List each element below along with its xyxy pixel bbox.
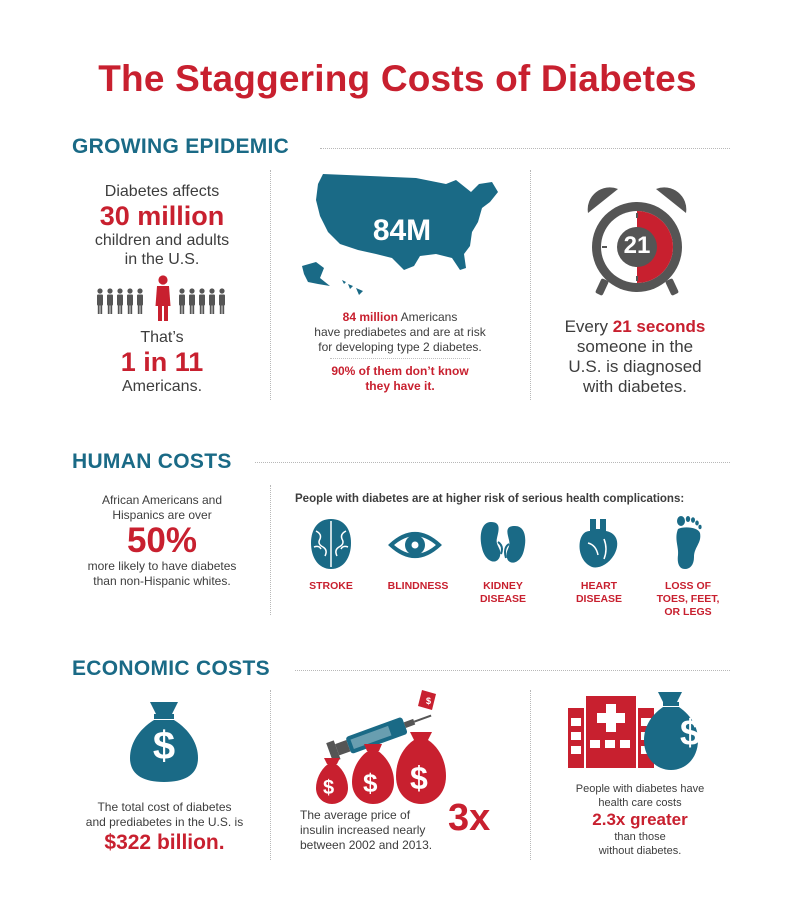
- every-text: Every: [564, 317, 613, 336]
- complication-label: KIDNEY: [483, 580, 523, 592]
- americans-text: Americans.: [121, 378, 203, 395]
- map-number: 84M: [372, 214, 432, 247]
- insulin-text: between 2002 and 2013.: [300, 838, 433, 852]
- eye-icon: [388, 532, 442, 558]
- complication-label: STROKE: [309, 580, 353, 592]
- column-divider: [530, 690, 531, 860]
- care-big: 2.3x greater: [592, 810, 688, 829]
- insulin-big: 3x: [448, 797, 491, 839]
- complication-item: HEART DISEASE: [554, 580, 644, 606]
- clock-number: 21: [623, 232, 651, 259]
- ratio-block: That’s 1 in 11 Americans.: [62, 328, 262, 396]
- care-text: People with diabetes have: [575, 783, 705, 795]
- section-heading-human: HUMAN COSTS: [72, 450, 232, 473]
- svg-text:$: $: [363, 768, 378, 798]
- foot-icon: [676, 516, 702, 569]
- total-text: and prediabetes in the U.S. is: [85, 815, 244, 829]
- african-text: than non-Hispanic whites.: [93, 574, 231, 588]
- complication-label: OR LEGS: [664, 606, 712, 618]
- african-text: African Americans and: [101, 493, 223, 507]
- prediabetes-text: Americans: [398, 310, 458, 324]
- complication-label: HEART: [580, 580, 618, 592]
- insulin-text: The average price of: [300, 808, 411, 822]
- kidney-icon: [480, 522, 526, 563]
- complication-label: LOSS OF: [664, 580, 712, 592]
- column-divider: [270, 690, 271, 860]
- complication-item: KIDNEY DISEASE: [458, 580, 548, 606]
- prediabetes-bold: 84 million: [342, 310, 398, 324]
- african-text: more likely to have diabetes: [87, 559, 237, 573]
- column-divider: [530, 170, 531, 400]
- insulin-block: The average price of insulin increased n…: [300, 808, 460, 853]
- every-seconds-block: Every 21 seconds someone in the U.S. is …: [545, 317, 725, 397]
- alarm-clock-icon: [587, 187, 687, 296]
- complication-label: DISEASE: [479, 593, 527, 605]
- african-block: African Americans and Hispanics are over…: [62, 493, 262, 589]
- care-text: without diabetes.: [598, 845, 682, 857]
- care-text: health care costs: [598, 797, 682, 809]
- affects-line: Diabetes affects: [104, 183, 220, 200]
- total-big: $322 billion.: [104, 831, 225, 854]
- complication-item: LOSS OF TOES, FEET, OR LEGS: [643, 580, 733, 619]
- page-title: The Staggering Costs of Diabetes: [98, 58, 697, 99]
- dollar-sign: $: [679, 712, 701, 753]
- total-text: The total cost of diabetes: [97, 800, 232, 814]
- section-heading-epidemic: GROWING EPIDEMIC: [72, 135, 290, 158]
- insulin-text: insulin increased nearly: [300, 823, 426, 837]
- affects-big-number: 30 million: [99, 201, 225, 231]
- svg-text:$: $: [323, 777, 334, 799]
- care-text: than those: [614, 831, 666, 843]
- syringe-money-icon: $ $ $ $: [316, 690, 446, 804]
- brain-icon: [311, 519, 351, 569]
- prediabetes-text: have prediabetes and are at risk: [314, 325, 486, 339]
- svg-text:$: $: [426, 696, 431, 706]
- hospital-money-icon: [568, 692, 698, 770]
- us-map-icon: [302, 174, 498, 295]
- affects-block: Diabetes affects 30 million children and…: [62, 182, 262, 269]
- affects-line: in the U.S.: [124, 251, 200, 268]
- risk-heading: People with diabetes are at higher risk …: [295, 493, 685, 505]
- heart-icon: [579, 519, 618, 568]
- percent-big: 50%: [126, 521, 198, 560]
- people-row-icon: [97, 275, 225, 321]
- dont-know-block: 90% of them don’t know they have it.: [280, 364, 520, 394]
- column-divider: [270, 170, 271, 400]
- care-costs-block: People with diabetes have health care co…: [540, 782, 740, 858]
- section-divider: [255, 462, 730, 463]
- someone-text: U.S. is diagnosed: [568, 357, 702, 376]
- seconds-text: 21 seconds: [612, 317, 706, 336]
- dollar-sign: $: [152, 724, 176, 768]
- svg-text:$: $: [410, 760, 428, 796]
- prediabetes-text: for developing type 2 diabetes.: [318, 340, 482, 354]
- prediabetes-block: 84 million Americans have prediabetes an…: [280, 310, 520, 355]
- column-divider: [270, 485, 271, 615]
- thats-text: That’s: [140, 329, 184, 346]
- african-text: Hispanics are over: [112, 508, 212, 522]
- complication-label: BLINDNESS: [387, 580, 449, 592]
- money-bag-icon: [130, 702, 198, 782]
- section-divider: [320, 148, 730, 149]
- section-heading-economic: ECONOMIC COSTS: [72, 657, 270, 680]
- ratio-big: 1 in 11: [120, 347, 204, 377]
- section-divider: [295, 670, 730, 671]
- total-cost-block: The total cost of diabetes and prediabet…: [62, 800, 267, 856]
- inline-divider: [330, 358, 470, 359]
- dont-know-text: they have it.: [365, 379, 435, 393]
- dont-know-text: 90% of them don’t know: [331, 364, 469, 378]
- affects-line: children and adults: [94, 232, 230, 249]
- complication-label: TOES, FEET,: [656, 593, 720, 605]
- someone-text: someone in the: [576, 337, 694, 356]
- complication-label: DISEASE: [575, 593, 623, 605]
- complication-item: STROKE: [286, 580, 376, 593]
- complication-item: BLINDNESS: [373, 580, 463, 593]
- someone-text: with diabetes.: [583, 377, 687, 396]
